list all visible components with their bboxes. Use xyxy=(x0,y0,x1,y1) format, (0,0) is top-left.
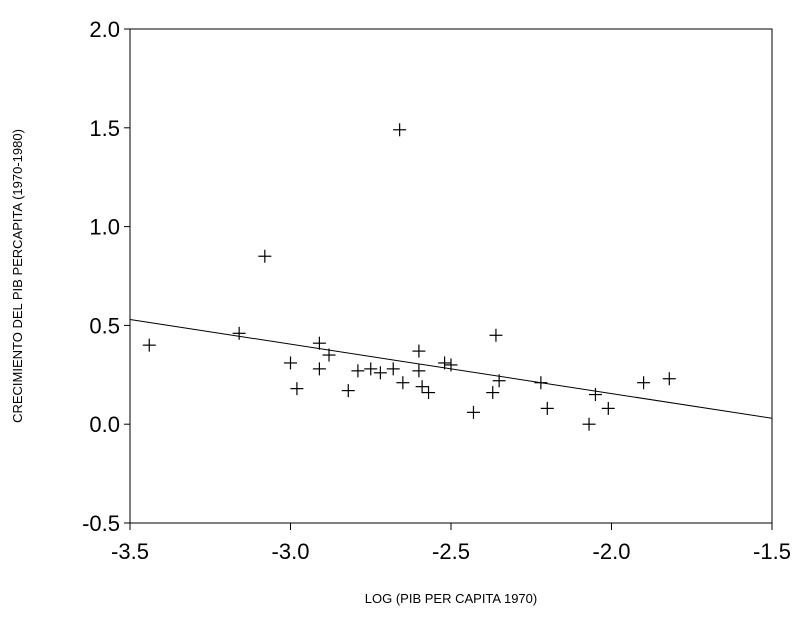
data-point xyxy=(422,386,436,400)
data-point xyxy=(322,348,336,362)
data-point xyxy=(492,374,506,388)
data-point xyxy=(582,417,596,431)
x-axis: -3.5 -3.0 -2.5 -2.0 -1.5 xyxy=(111,523,791,564)
x-axis-title: LOG (PIB PER CAPITA 1970) xyxy=(365,591,537,606)
x-tick-label: -1.5 xyxy=(753,539,791,564)
plot-frame xyxy=(129,28,773,524)
data-point xyxy=(540,401,554,415)
data-point xyxy=(312,336,326,350)
data-point xyxy=(415,380,429,394)
data-point xyxy=(258,249,272,263)
data-point xyxy=(588,388,602,402)
data-point xyxy=(534,376,548,390)
y-axis: 2.0 1.5 1.0 0.5 0.0 -0.5 xyxy=(82,17,130,536)
y-tick-label: 1.0 xyxy=(89,215,120,240)
data-point xyxy=(412,344,426,358)
data-point xyxy=(341,384,355,398)
data-point xyxy=(142,338,156,352)
data-point xyxy=(373,366,387,380)
y-axis-title: CRECIMIENTO DEL PIB PERCAPITA (1970-1980… xyxy=(10,129,25,423)
data-point xyxy=(637,376,651,390)
data-point xyxy=(601,401,615,415)
data-point xyxy=(412,364,426,378)
data-point xyxy=(386,362,400,376)
data-point xyxy=(284,356,297,370)
data-points xyxy=(142,123,676,431)
data-point xyxy=(393,123,407,137)
data-point xyxy=(312,362,326,376)
data-point xyxy=(662,372,676,386)
data-point xyxy=(290,382,304,396)
y-tick-label: 0.0 xyxy=(89,412,120,437)
data-point xyxy=(438,356,452,370)
y-tick-label: 0.5 xyxy=(89,313,120,338)
y-tick-label: 1.5 xyxy=(89,116,120,141)
x-tick-label: -2.0 xyxy=(593,539,631,564)
data-point xyxy=(466,405,480,419)
y-tick-label: 2.0 xyxy=(89,17,120,42)
data-point xyxy=(364,362,378,376)
x-tick-label: -3.0 xyxy=(272,539,310,564)
data-point xyxy=(489,328,503,342)
data-point xyxy=(444,358,458,372)
data-point xyxy=(232,326,246,340)
data-point xyxy=(486,386,500,400)
data-point xyxy=(396,376,410,390)
x-tick-label: -2.5 xyxy=(432,539,470,564)
x-tick-label: -3.5 xyxy=(111,539,149,564)
y-tick-label: -0.5 xyxy=(82,511,120,536)
data-point xyxy=(351,364,365,378)
